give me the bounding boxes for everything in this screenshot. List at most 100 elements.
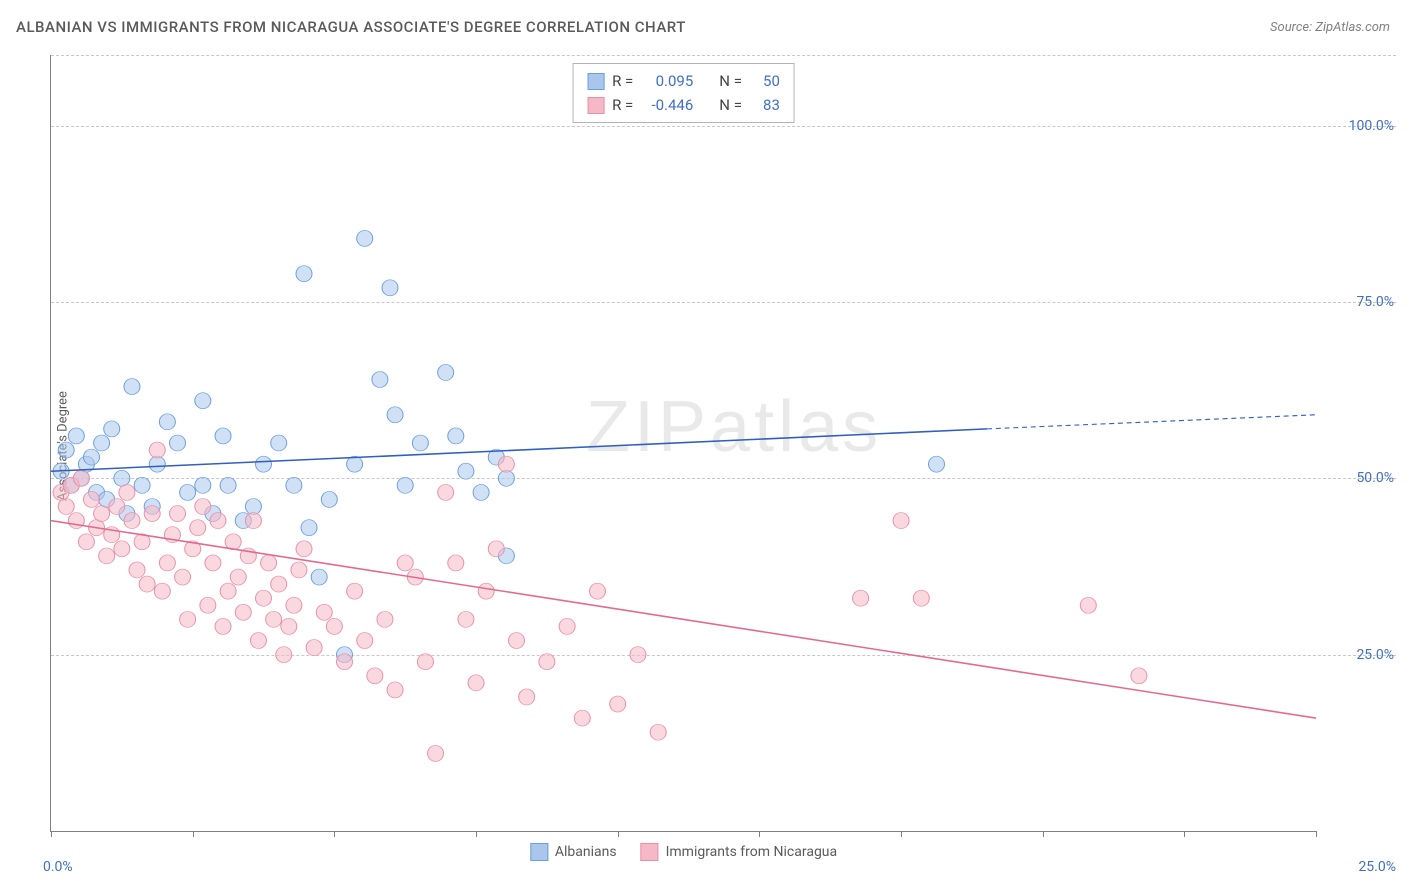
- scatter-point: [488, 541, 504, 557]
- scatter-point: [256, 456, 272, 472]
- scatter-point: [347, 456, 363, 472]
- stat-n-label: N =: [719, 93, 742, 117]
- scatter-point: [119, 484, 135, 500]
- trend-line: [51, 429, 987, 471]
- scatter-point: [195, 393, 211, 409]
- scatter-point: [190, 520, 206, 536]
- scatter-point: [215, 428, 231, 444]
- scatter-point: [124, 513, 140, 529]
- scatter-point: [58, 442, 74, 458]
- scatter-point: [630, 647, 646, 663]
- scatter-point: [539, 654, 555, 670]
- scatter-point: [382, 280, 398, 296]
- scatter-point: [306, 640, 322, 656]
- scatter-point: [929, 456, 945, 472]
- scatter-point: [311, 569, 327, 585]
- scatter-point: [235, 604, 251, 620]
- x-tick: [901, 831, 902, 837]
- scatter-point: [58, 499, 74, 515]
- legend-swatch: [587, 73, 604, 90]
- scatter-point: [281, 618, 297, 634]
- scatter-point: [448, 428, 464, 444]
- scatter-point: [271, 435, 287, 451]
- scatter-point: [296, 541, 312, 557]
- stat-n-value: 50: [750, 69, 780, 93]
- scatter-point: [170, 506, 186, 522]
- scatter-point: [397, 477, 413, 493]
- scatter-point: [438, 484, 454, 500]
- scatter-point: [397, 555, 413, 571]
- scatter-point: [286, 477, 302, 493]
- scatter-point: [291, 562, 307, 578]
- scatter-point: [124, 379, 140, 395]
- scatter-point: [200, 597, 216, 613]
- scatter-point: [316, 604, 332, 620]
- scatter-point: [853, 590, 869, 606]
- x-tick: [618, 831, 619, 837]
- y-tick-label: 25.0%: [1356, 647, 1394, 663]
- scatter-point: [498, 456, 514, 472]
- scatter-point: [1131, 668, 1147, 684]
- scatter-point: [210, 513, 226, 529]
- scatter-point: [245, 499, 261, 515]
- x-tick: [476, 831, 477, 837]
- scatter-point: [276, 647, 292, 663]
- scatter-point: [428, 745, 444, 761]
- legend-bottom: AlbaniansImmigrants from Nicaragua: [530, 843, 837, 861]
- scatter-point: [225, 534, 241, 550]
- scatter-point: [149, 456, 165, 472]
- scatter-point: [94, 435, 110, 451]
- scatter-point: [336, 654, 352, 670]
- scatter-point: [377, 611, 393, 627]
- scatter-point: [509, 633, 525, 649]
- scatter-point: [271, 576, 287, 592]
- scatter-point: [519, 689, 535, 705]
- scatter-point: [83, 491, 99, 507]
- scatter-point: [78, 534, 94, 550]
- x-tick: [51, 831, 52, 837]
- x-axis-min-label: 0.0%: [43, 859, 73, 875]
- scatter-point: [438, 364, 454, 380]
- stats-row: R =-0.446N =83: [587, 93, 780, 117]
- legend-swatch: [587, 97, 604, 114]
- source-label: Source: ZipAtlas.com: [1270, 20, 1390, 35]
- scatter-point: [357, 230, 373, 246]
- scatter-point: [114, 541, 130, 557]
- stats-row: R =0.095N =50: [587, 69, 780, 93]
- scatter-point: [149, 442, 165, 458]
- scatter-point: [296, 266, 312, 282]
- scatter-point: [159, 555, 175, 571]
- scatter-point: [99, 548, 115, 564]
- stat-n-label: N =: [719, 69, 742, 93]
- scatter-point: [129, 562, 145, 578]
- scatter-point: [256, 590, 272, 606]
- x-tick: [193, 831, 194, 837]
- scatter-point: [261, 555, 277, 571]
- x-tick: [759, 831, 760, 837]
- scatter-point: [1080, 597, 1096, 613]
- scatter-point: [412, 435, 428, 451]
- stat-r-value: 0.095: [641, 69, 693, 93]
- scatter-point: [357, 633, 373, 649]
- scatter-point: [498, 470, 514, 486]
- scatter-point: [417, 654, 433, 670]
- legend-swatch: [641, 843, 659, 861]
- scatter-point: [159, 414, 175, 430]
- stats-legend-box: R =0.095N =50R =-0.446N =83: [572, 63, 795, 123]
- trend-line-extrapolated: [987, 415, 1316, 429]
- scatter-point: [473, 484, 489, 500]
- scatter-point: [468, 675, 484, 691]
- scatter-point: [301, 520, 317, 536]
- scatter-point: [180, 611, 196, 627]
- scatter-point: [245, 513, 261, 529]
- scatter-point: [321, 491, 337, 507]
- scatter-point: [478, 583, 494, 599]
- scatter-point: [68, 428, 84, 444]
- scatter-point: [610, 696, 626, 712]
- chart-container: ALBANIAN VS IMMIGRANTS FROM NICARAGUA AS…: [0, 0, 1406, 892]
- scatter-point: [893, 513, 909, 529]
- scatter-point: [250, 633, 266, 649]
- scatter-point: [574, 710, 590, 726]
- x-tick: [334, 831, 335, 837]
- scatter-point: [448, 555, 464, 571]
